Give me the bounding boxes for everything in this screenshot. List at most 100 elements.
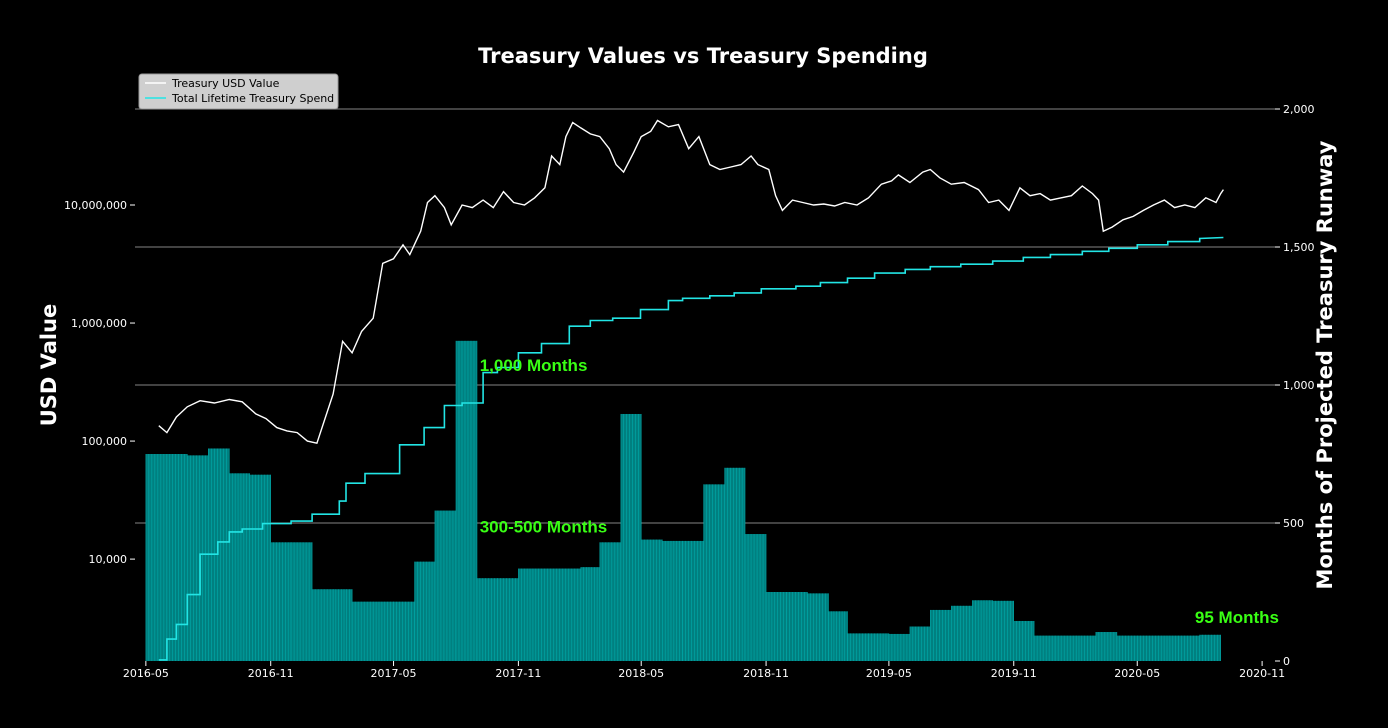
runway-bar-fill [414, 561, 435, 661]
runway-bar-fill [1158, 635, 1179, 661]
runway-bar-fill [1137, 635, 1159, 661]
x-tick-label: 2018-11 [743, 667, 789, 680]
x-tick-label: 2018-05 [618, 667, 664, 680]
x-tick-label: 2019-05 [866, 667, 912, 680]
treasury-spend-line [158, 236, 1224, 661]
runway-bar-17 [497, 578, 519, 661]
runway-bar-fill [868, 633, 889, 661]
runway-bar-36 [888, 633, 911, 661]
runway-bar-fill [477, 578, 498, 661]
y-right-tick-label: 1,000 [1283, 379, 1315, 392]
runway-bar-5 [249, 474, 271, 661]
y-left-label: USD Value [37, 304, 61, 427]
legend: Treasury USD Value Total Lifetime Treasu… [138, 73, 339, 110]
runway-bar-14 [434, 510, 457, 661]
runway-bar-10 [351, 601, 374, 661]
runway-bar-fill [187, 455, 209, 661]
runway-bar-fill [1013, 620, 1035, 661]
runway-bar-fill [455, 340, 477, 661]
runway-bar-fill [1034, 635, 1056, 661]
runway-bar-34 [847, 633, 869, 661]
x-tick-label: 2019-11 [991, 667, 1037, 680]
runway-bar-50 [1178, 635, 1200, 661]
runway-bar-fill [766, 592, 787, 661]
y-left-tick-label: 100,000 [82, 435, 128, 448]
runway-bar-fill [641, 539, 663, 661]
runway-bar-fill [538, 568, 560, 661]
runway-bar-fill [909, 626, 931, 661]
runway-bar-32 [807, 593, 829, 661]
runway-bar-8 [311, 589, 334, 661]
annotation-2: 95 Months [1195, 608, 1279, 627]
runway-bar-44 [1054, 635, 1077, 661]
treasury-value-line [158, 119, 1224, 445]
runway-bar-fill [662, 540, 683, 661]
runway-bar-fill [229, 473, 250, 661]
runway-bar-fill [888, 633, 910, 661]
runway-bar-13 [414, 561, 436, 661]
runway-bar-fill [352, 601, 374, 661]
runway-bar-fill [1199, 634, 1221, 661]
y-left-tick-label: 10,000,000 [64, 199, 127, 212]
x-tick-label: 2020-11 [1239, 667, 1285, 680]
legend-label-spend: Total Lifetime Treasury Spend [171, 92, 334, 105]
runway-bar-fill [786, 592, 808, 661]
runway-bar-fill [703, 484, 725, 661]
runway-bar-fill [620, 413, 642, 661]
runway-bar-35 [868, 633, 890, 661]
runway-bar-30 [765, 592, 787, 661]
runway-bar-46 [1095, 632, 1118, 661]
runway-bar-25 [662, 540, 683, 661]
runway-bar-24 [640, 539, 663, 661]
y-right-tick-label: 2,000 [1283, 103, 1315, 116]
runway-bar-47 [1116, 635, 1138, 661]
runway-bar-fill [992, 600, 1014, 661]
runway-bar-49 [1158, 635, 1179, 661]
runway-bar-fill [518, 568, 539, 661]
axes: 10,000 100,000 1,000,000 10,000,000 0 500 1,00… [64, 103, 1314, 680]
runway-bar-37 [909, 626, 931, 661]
runway-bar-fill [599, 542, 621, 661]
runway-bar-fill [972, 600, 993, 661]
runway-bar-18 [518, 568, 539, 661]
legend-label-treasury: Treasury USD Value [171, 77, 280, 90]
x-tick-label: 2016-05 [123, 667, 169, 680]
runway-bar-29 [744, 534, 767, 661]
runway-bar-fill [1095, 632, 1117, 661]
y-left-tick-label: 1,000,000 [71, 317, 127, 330]
runway-bar-26 [682, 540, 704, 661]
runway-bar-41 [992, 600, 1014, 661]
runway-bar-16 [476, 578, 498, 661]
runway-bar-40 [972, 600, 993, 661]
annotation-0: 1,000 Months [480, 356, 588, 375]
runway-bar-fill [333, 589, 353, 661]
runway-bar-fill [312, 589, 334, 661]
runway-bar-fill [1076, 635, 1096, 661]
runway-bar-42 [1013, 620, 1035, 661]
runway-bar-fill [270, 542, 292, 661]
runway-bar-39 [951, 605, 973, 661]
x-tick-label: 2017-11 [495, 667, 541, 680]
runway-bar-fill [145, 454, 167, 661]
runway-bar-fill [724, 467, 746, 661]
runway-bar-33 [828, 611, 848, 661]
runway-bar-fill [166, 454, 188, 661]
runway-bar-fill [559, 568, 581, 661]
runway-bar-9 [332, 589, 353, 661]
runway-bar-fill [847, 633, 869, 661]
runway-bar-38 [930, 609, 952, 661]
runway-bar-fill [828, 611, 848, 661]
runway-bars [145, 340, 1221, 661]
runway-bar-22 [599, 542, 622, 661]
runway-bar-fill [1178, 635, 1200, 661]
runway-bar-51 [1199, 634, 1221, 661]
runway-bar-fill [1116, 635, 1138, 661]
runway-bar-4 [229, 473, 250, 661]
runway-bar-fill [807, 593, 829, 661]
y-right-label: Months of Projected Treasury Runway [1313, 140, 1337, 589]
runway-bar-21 [580, 567, 601, 661]
runway-bar-fill [580, 567, 600, 661]
x-tick-label: 2017-05 [371, 667, 417, 680]
runway-bar-11 [372, 601, 394, 661]
legend-box [138, 73, 339, 110]
